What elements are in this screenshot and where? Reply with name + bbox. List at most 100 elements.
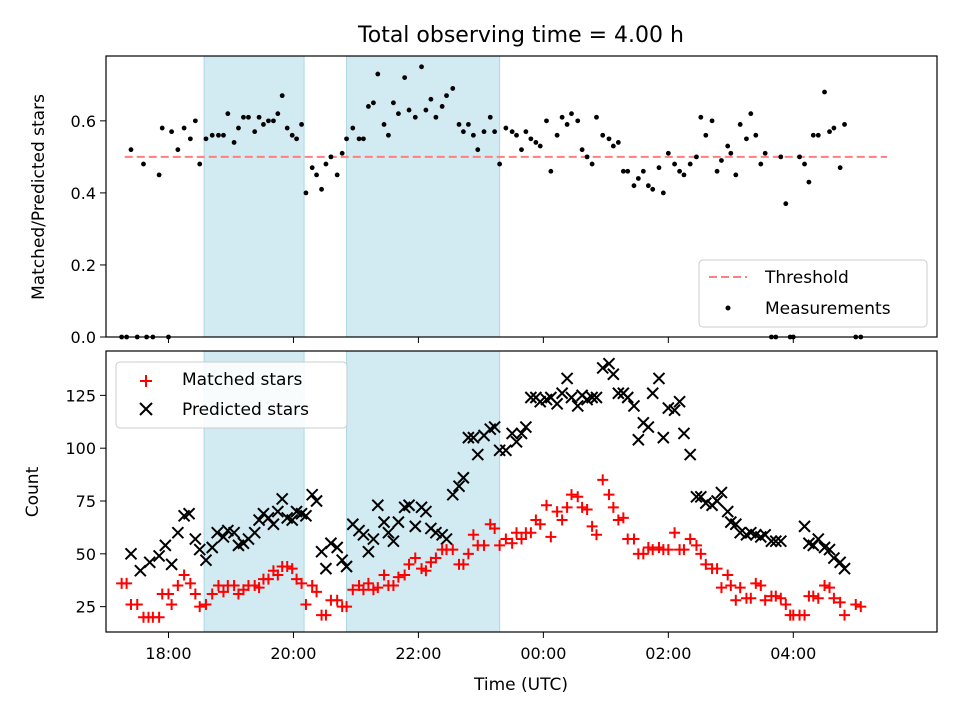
measurement-point <box>209 132 215 138</box>
predicted-star-point <box>171 526 185 539</box>
matched-star-point <box>347 584 359 596</box>
measurement-point <box>319 186 324 192</box>
measurement-point <box>294 136 299 142</box>
measurement-point <box>492 129 498 135</box>
predicted-star-point <box>642 420 655 434</box>
predicted-star-point <box>402 499 416 512</box>
measurement-point <box>728 150 734 156</box>
matched-star-point <box>700 558 712 570</box>
predicted-star-point <box>471 448 484 461</box>
matched-star-point <box>189 588 201 600</box>
measurement-point <box>187 136 193 142</box>
matched-star-point <box>855 601 867 613</box>
matched-star-point <box>296 577 308 589</box>
bottom-axes-frame <box>105 350 938 633</box>
measurement-point <box>412 114 418 120</box>
x-tick-label: 20:00 <box>270 644 316 663</box>
y-tick-label: 0.4 <box>71 184 96 203</box>
predicted-star-point <box>721 505 734 518</box>
measurement-point <box>802 161 807 167</box>
x-axis-label: Time (UTC) <box>473 675 568 695</box>
predicted-star-point <box>159 539 172 552</box>
measurement-point <box>366 104 371 109</box>
y-tick-label: 50 <box>76 545 96 564</box>
matched-star-point <box>799 609 811 621</box>
matched-star-point <box>678 544 690 556</box>
predicted-star-point <box>833 556 847 569</box>
measurement-point <box>548 168 554 174</box>
predicted-star-point <box>310 494 323 508</box>
predicted-star-point <box>217 530 230 544</box>
measurement-point <box>569 111 574 117</box>
predicted-star-point <box>646 387 659 400</box>
matched-star-point <box>590 529 602 541</box>
measurement-point <box>660 190 666 196</box>
predicted-star-point <box>193 543 206 556</box>
predicted-star-point <box>227 526 241 539</box>
predicted-star-point <box>823 543 836 556</box>
matched-star-point <box>770 590 782 602</box>
predicted-star-point <box>271 505 285 518</box>
measurement-point <box>698 114 704 120</box>
y-tick-label: 125 <box>65 386 96 405</box>
matched-star-point <box>378 569 390 581</box>
measurement-point <box>159 125 165 131</box>
top-x-ticks <box>167 337 794 343</box>
matched-star-point <box>172 580 184 592</box>
measurement-point <box>564 122 570 127</box>
matched-star-point <box>320 609 332 621</box>
measurement-point <box>470 132 476 138</box>
measurement-point <box>703 132 709 138</box>
matched-star-point <box>121 577 133 589</box>
predicted-star-point <box>519 420 533 434</box>
measurement-point <box>650 186 656 192</box>
top-y-ticks: 0.0 0.2 0.4 0.6 <box>71 112 106 347</box>
measurement-point <box>328 154 334 160</box>
predicted-star-point <box>440 532 453 546</box>
measurement-point <box>610 143 616 149</box>
y-tick-label: 75 <box>76 492 96 511</box>
matched-star-point <box>228 580 240 592</box>
measurement-point <box>386 132 391 138</box>
predicted-star-point <box>462 431 475 444</box>
predicted-star-point <box>467 431 480 444</box>
measurement-point <box>709 118 715 124</box>
predicted-star-point <box>668 403 681 417</box>
measurement-point <box>271 118 276 124</box>
predicted-star-point <box>409 520 422 533</box>
measurement-point <box>533 140 539 145</box>
matched-star-point <box>572 491 584 503</box>
bottom-y-axis-label: Count <box>23 466 43 517</box>
observing-window-shade <box>203 55 305 338</box>
measurement-point <box>314 172 319 178</box>
matched-star-point <box>489 522 501 534</box>
predicted-star-point <box>367 532 380 546</box>
predicted-star-point <box>182 507 196 520</box>
measurement-point <box>334 172 340 178</box>
measurement-point <box>514 132 519 138</box>
measurement-point <box>733 172 739 178</box>
matched-star-point <box>206 588 218 600</box>
predicted-star-point <box>252 513 266 527</box>
measurement-point <box>635 176 641 181</box>
measurements-legend-swatch <box>725 305 731 311</box>
top-legend-box <box>698 259 928 328</box>
matched-star-point <box>467 529 479 541</box>
matched-star-point <box>662 544 674 556</box>
matched-legend-swatch <box>140 375 152 387</box>
measurement-point <box>231 140 237 145</box>
predicted-star-point <box>199 553 213 567</box>
matched-star-point <box>200 599 212 611</box>
matched-star-point <box>839 609 851 621</box>
matched-star-point <box>500 533 512 545</box>
measurement-point <box>450 86 456 91</box>
matched-star-point <box>372 582 384 594</box>
measurement-point <box>778 154 784 160</box>
measurement-point <box>579 147 585 153</box>
predicted-star-point <box>550 397 564 411</box>
matched-star-point <box>399 569 411 581</box>
measurement-point <box>439 104 445 109</box>
measurement-point <box>714 168 720 174</box>
predicted-star-point <box>357 528 370 542</box>
matched-star-point <box>516 533 527 545</box>
